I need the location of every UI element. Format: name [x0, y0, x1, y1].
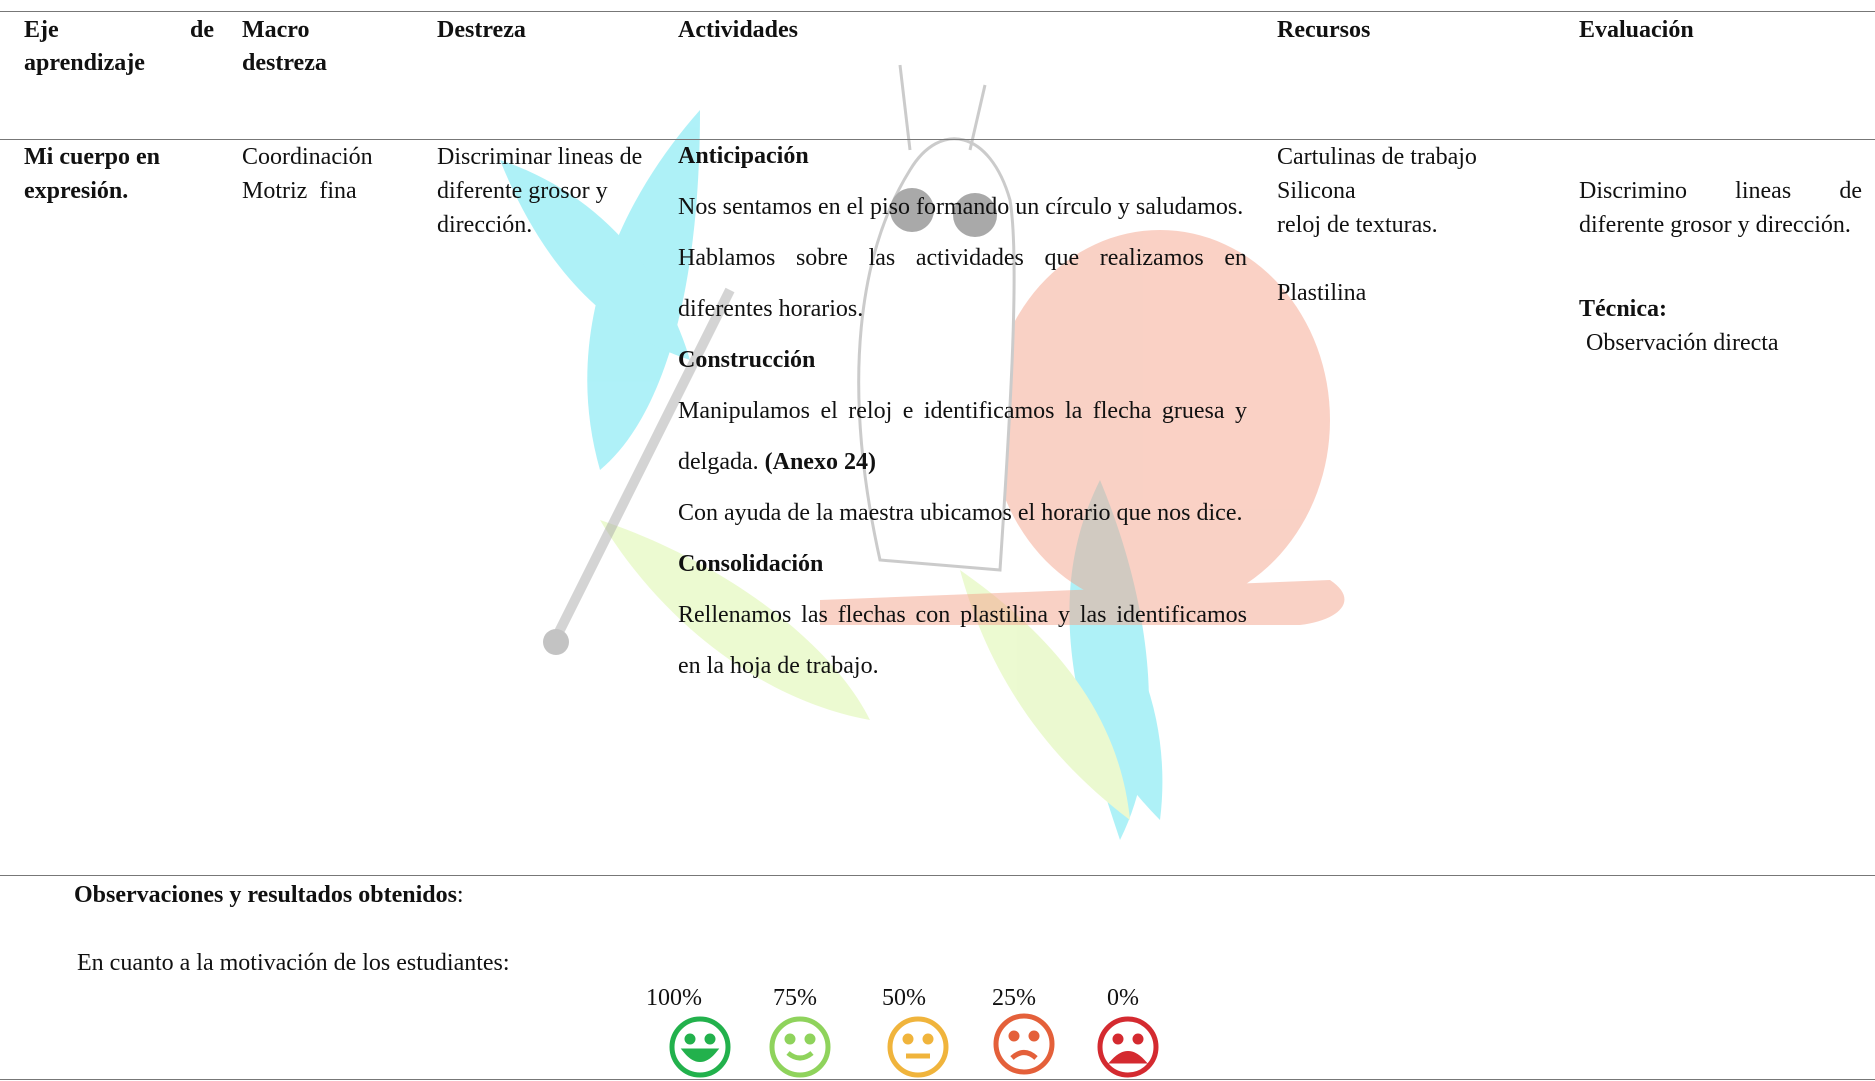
header-actividades: Actividades: [678, 17, 798, 43]
recurso: Plastilina: [1277, 280, 1367, 306]
observaciones-heading: Observaciones y resultados obtenidos: [74, 882, 457, 908]
face-50: [887, 1016, 949, 1078]
activity-paragraph: Manipulamos el reloj e identificamos la …: [678, 386, 1247, 488]
recurso: reloj de texturas.: [1277, 212, 1438, 238]
actividades-cell: Anticipación Nos sentamos en el piso form…: [678, 131, 1247, 692]
face-25: [993, 1013, 1055, 1075]
activity-text: Nos sentamos en el piso formando un círc…: [678, 194, 1244, 220]
tecnica-label: Técnica:: [1579, 296, 1667, 322]
observaciones-title: Observaciones y resultados obtenidos:: [74, 880, 464, 910]
activity-heading: Anticipación: [678, 143, 809, 169]
top-rule: [0, 11, 1875, 12]
header-rule: [0, 139, 1875, 140]
activity-heading: Consolidación: [678, 551, 824, 577]
destreza-cell: Discriminar lineas de diferente grosor y…: [437, 144, 643, 238]
face-75: [769, 1016, 831, 1078]
recursos-cell: Cartulinas de trabajo Silicona reloj de …: [1277, 140, 1567, 310]
tecnica-value: Observación directa: [1586, 330, 1779, 356]
activity-text: Hablamos sobre las actividades que reali…: [678, 245, 1247, 322]
activity-paragraph: Hablamos sobre las actividades que reali…: [678, 233, 1247, 335]
activity-heading: Construcción: [678, 347, 816, 373]
scale-label: 50%: [882, 985, 926, 1011]
face-100: [669, 1016, 731, 1078]
activity-text: Con ayuda de la maestra ubicamos el hora…: [678, 500, 1243, 526]
recurso: Cartulinas de trabajo: [1277, 144, 1477, 170]
evaluacion-text: Discrimino lineas de diferente grosor y …: [1579, 178, 1862, 238]
bottom-rule: [0, 1079, 1875, 1080]
motivacion-text: En cuanto a la motivación de los estudia…: [77, 950, 510, 976]
evaluacion-cell: Discrimino lineas de diferente grosor y …: [1579, 174, 1862, 360]
table-bottom-rule: [0, 875, 1875, 876]
macro-cell: Coordinación Motriz fina: [242, 140, 422, 208]
macro-line: Motriz fina: [242, 178, 357, 204]
scale-label: 0%: [1107, 985, 1139, 1011]
activity-annex: (Anexo 24): [764, 449, 876, 475]
header-destreza: Destreza: [437, 17, 526, 43]
activity-text: Rellenamos las flechas con plastilina y …: [678, 602, 1247, 679]
scale-label: 25%: [992, 985, 1036, 1011]
activity-paragraph: Rellenamos las flechas con plastilina y …: [678, 590, 1247, 692]
faces: [669, 1013, 1159, 1078]
header-eje: Eje de aprendizaje: [24, 17, 214, 76]
activity-paragraph: Nos sentamos en el piso formando un círc…: [678, 182, 1247, 233]
eje-cell: Mi cuerpo en expresión.: [24, 144, 160, 204]
recurso: Silicona: [1277, 178, 1356, 204]
header-recursos: Recursos: [1277, 17, 1371, 43]
header-macro: Macro destreza: [242, 17, 327, 76]
macro-line: Coordinación: [242, 144, 373, 170]
scale-label: 75%: [773, 985, 817, 1011]
observaciones-colon: :: [456, 882, 464, 908]
header-evaluacion: Evaluación: [1579, 17, 1694, 43]
activity-text: Manipulamos el reloj e identificamos la …: [678, 398, 1247, 475]
activity-paragraph: Con ayuda de la maestra ubicamos el hora…: [678, 488, 1247, 539]
face-0: [1097, 1016, 1159, 1078]
scale-label: 100%: [646, 985, 702, 1011]
